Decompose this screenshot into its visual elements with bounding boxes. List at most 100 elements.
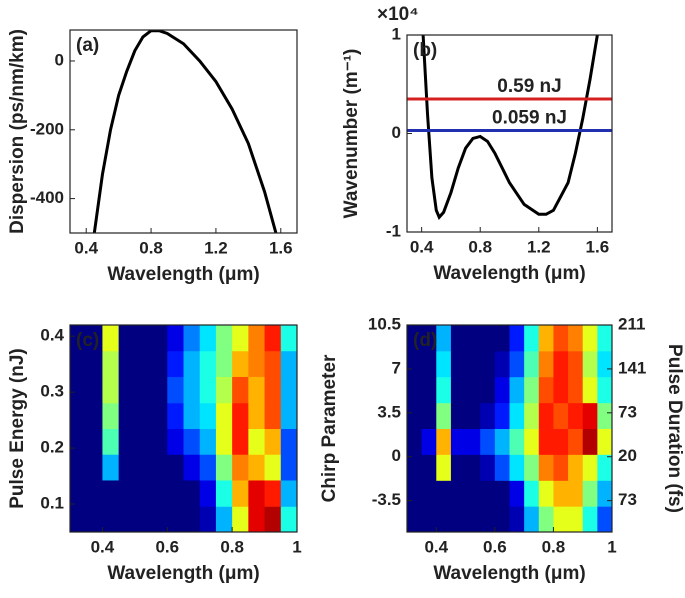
heatmap-cell bbox=[494, 402, 510, 429]
y-axis-label: Wavenumber (m⁻¹) bbox=[341, 49, 362, 219]
heatmap-cell bbox=[450, 506, 467, 532]
heatmap-cell bbox=[232, 428, 249, 455]
heatmap-cell bbox=[151, 350, 168, 377]
heatmap-cell bbox=[480, 454, 496, 481]
reference-label: 0.59 nJ bbox=[497, 76, 561, 97]
heatmap-cell bbox=[118, 428, 136, 455]
heatmap-cell bbox=[553, 402, 569, 429]
heatmap-cell bbox=[199, 506, 217, 532]
y-tick-label: 3.5 bbox=[377, 402, 401, 421]
heatmap-cell bbox=[465, 428, 481, 455]
heatmap-cell bbox=[232, 479, 249, 507]
axes-box bbox=[406, 324, 613, 533]
x-tick-label: 0.4 bbox=[424, 537, 448, 556]
y-axis-label: Chirp Parameter bbox=[319, 354, 340, 502]
x-tick-label: 0.4 bbox=[74, 238, 98, 257]
heatmap-cell bbox=[183, 479, 201, 507]
heatmap-cell bbox=[465, 350, 481, 378]
heatmap-cell bbox=[421, 480, 437, 507]
heatmap-cell bbox=[215, 454, 233, 481]
heatmap-cell bbox=[86, 350, 103, 377]
heatmap-cell bbox=[480, 480, 496, 507]
heatmap-cell bbox=[280, 376, 297, 404]
heatmap-cell bbox=[509, 428, 525, 455]
heatmap-cell bbox=[494, 376, 510, 404]
x-tick-label: 0.8 bbox=[542, 537, 566, 556]
heatmap-cell bbox=[118, 479, 136, 507]
heatmap-cell bbox=[232, 506, 249, 532]
x-tick-label: 1.6 bbox=[586, 237, 610, 256]
heatmap-cell bbox=[102, 479, 120, 507]
heatmap-cell bbox=[407, 350, 423, 378]
heatmap-cell bbox=[480, 506, 496, 532]
heatmap-cell bbox=[568, 402, 584, 429]
heatmap-cell bbox=[183, 454, 201, 481]
heatmap-cell bbox=[553, 480, 569, 507]
heatmap-cell bbox=[465, 325, 481, 352]
heatmap-cell bbox=[134, 506, 152, 532]
heatmap-cell bbox=[102, 325, 120, 352]
x-tick-label: 1.2 bbox=[527, 237, 551, 256]
heatmap-cell bbox=[248, 376, 266, 404]
heatmap-cell bbox=[450, 480, 467, 507]
heatmap-cell bbox=[86, 325, 103, 352]
heatmap-cell bbox=[568, 480, 584, 507]
heatmap-cell bbox=[248, 454, 266, 481]
heatmap-cell bbox=[167, 506, 184, 532]
x-tick-label: 0.8 bbox=[468, 237, 492, 256]
heatmap-cell bbox=[134, 428, 152, 455]
y-axis-label: Dispersion (ps/nm/km) bbox=[7, 29, 28, 234]
heatmap-cell bbox=[436, 428, 452, 455]
heatmap-cell bbox=[102, 428, 120, 455]
heatmap-cell bbox=[183, 506, 201, 532]
heatmap-cell bbox=[183, 428, 201, 455]
heatmap-cell bbox=[215, 479, 233, 507]
heatmap-cell bbox=[86, 506, 103, 532]
heatmap-cell bbox=[436, 402, 452, 429]
heatmap-cell bbox=[70, 428, 87, 455]
x-tick-label: 0.6 bbox=[155, 537, 179, 556]
heatmap-cell bbox=[280, 350, 297, 377]
heatmap-cell bbox=[151, 506, 168, 532]
heatmap-cell bbox=[450, 454, 467, 481]
y-tick-label: -1 bbox=[386, 221, 401, 240]
heatmap-cell bbox=[509, 506, 525, 532]
x-tick-label: 0.4 bbox=[91, 537, 115, 556]
heatmap-cell bbox=[280, 479, 297, 507]
heatmap-cell bbox=[118, 325, 136, 352]
heatmap-cell bbox=[102, 506, 120, 532]
heatmap-cell bbox=[151, 376, 168, 404]
heatmap-cell bbox=[568, 325, 584, 352]
heatmap-cell bbox=[450, 325, 467, 352]
heatmap-cell bbox=[509, 480, 525, 507]
heatmap-cell bbox=[199, 454, 217, 481]
heatmap-cell bbox=[86, 376, 103, 404]
y-tick-label: 0 bbox=[392, 123, 401, 142]
axes-box bbox=[406, 34, 613, 233]
heatmap-cell bbox=[232, 350, 249, 377]
heatmap-cell bbox=[421, 402, 437, 429]
heatmap-cell bbox=[232, 402, 249, 429]
y-tick-label: -200 bbox=[30, 119, 64, 138]
heatmap-cell bbox=[509, 402, 525, 429]
x-tick-label: 1 bbox=[607, 537, 616, 556]
heatmap-cell bbox=[118, 506, 136, 532]
heatmap-cell bbox=[215, 402, 233, 429]
heatmap-cell bbox=[118, 350, 136, 377]
heatmap-cell bbox=[280, 428, 297, 455]
heatmap-cell bbox=[524, 480, 540, 507]
heatmap-cell bbox=[568, 454, 584, 481]
heatmap-cell bbox=[183, 376, 201, 404]
heatmap-cell bbox=[465, 506, 481, 532]
heatmap-cell bbox=[134, 376, 152, 404]
heatmap-cell bbox=[118, 402, 136, 429]
heatmap-cell bbox=[421, 506, 437, 532]
heatmap-cell bbox=[524, 428, 540, 455]
heatmap-cell bbox=[597, 325, 612, 352]
heatmap-cell bbox=[421, 350, 437, 378]
axes-box bbox=[69, 29, 298, 234]
heatmap-cell bbox=[232, 325, 249, 352]
heatmap-cell bbox=[151, 428, 168, 455]
heatmap-cell bbox=[553, 506, 569, 532]
heatmap-cell bbox=[102, 376, 120, 404]
